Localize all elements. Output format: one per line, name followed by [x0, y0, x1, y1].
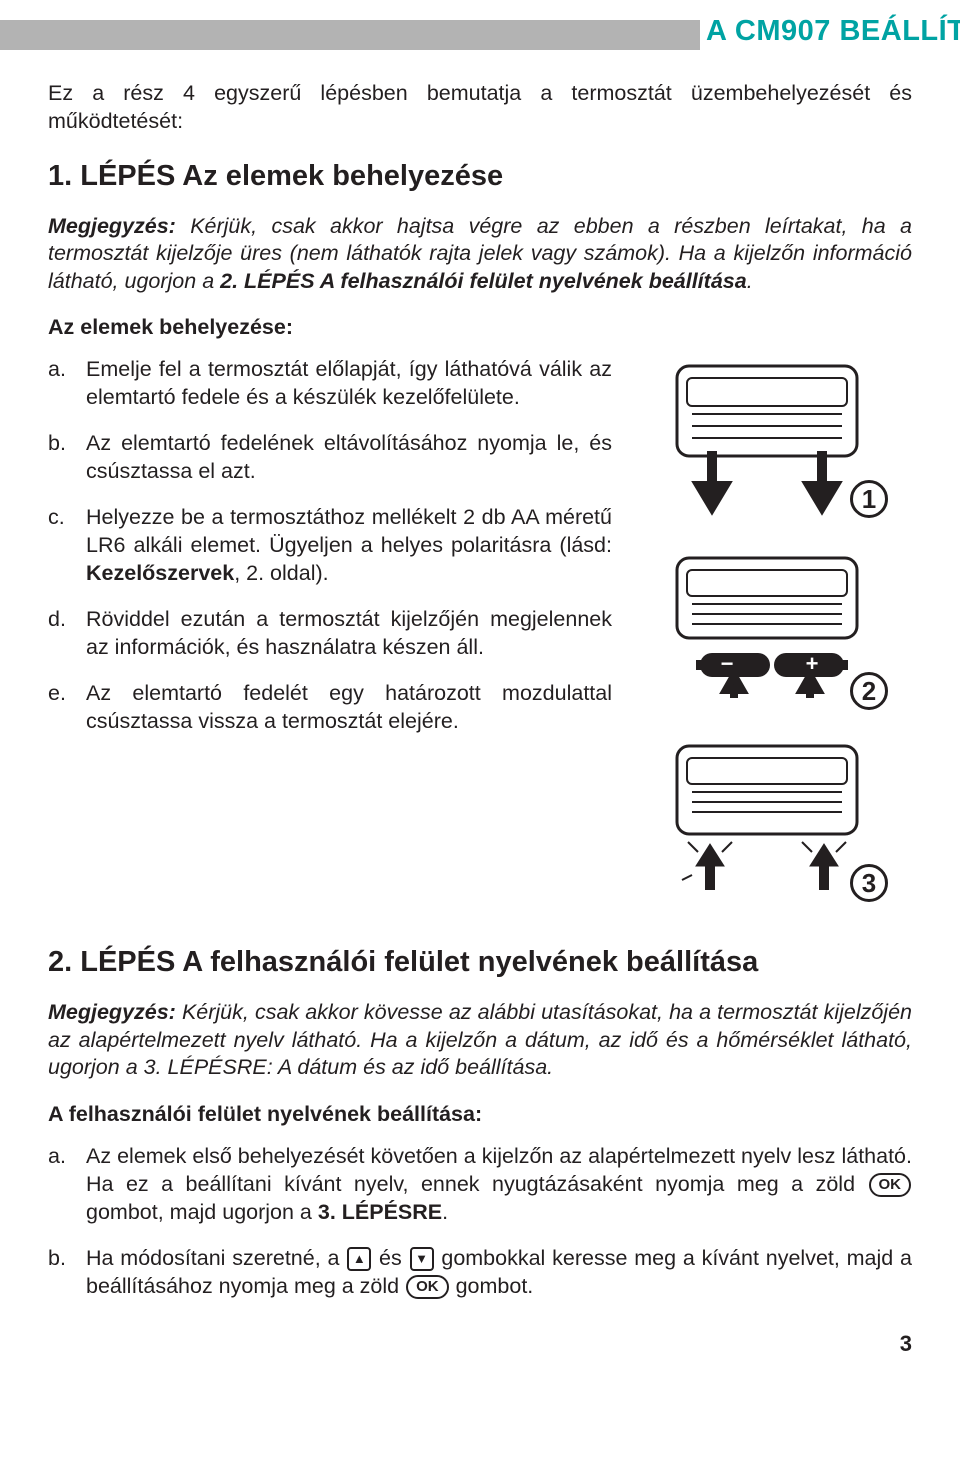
- section1-note: Megjegyzés: Kérjük, csak akkor hajtsa vé…: [48, 213, 912, 296]
- down-triangle-icon: ▼: [410, 1247, 434, 1271]
- item-text: Az elemtartó fedelét egy határozott mozd…: [86, 680, 612, 736]
- list-item: e. Az elemtartó fedelét egy határozott m…: [48, 680, 612, 736]
- section1-subheading: Az elemek behelyezése:: [48, 315, 912, 340]
- figure-step-3: 3: [652, 740, 882, 910]
- list-item: b. Az elemtartó fedelének eltávolításáho…: [48, 430, 612, 486]
- item-text: Helyezze be a termosztáthoz mellékelt 2 …: [86, 504, 612, 588]
- note-label: Megjegyzés:: [48, 214, 176, 238]
- item-text: Az elemek első behelyezését követően a k…: [86, 1143, 912, 1227]
- note-body: Kérjük, csak akkor kövesse az alábbi uta…: [48, 1000, 912, 1079]
- list-item: a. Emelje fel a termosztát előlapját, íg…: [48, 356, 612, 412]
- item-marker: a.: [48, 356, 72, 412]
- figure-step-1: 1: [652, 356, 882, 526]
- note-bold-tail: 2. LÉPÉS A felhasználói felület nyelvéne…: [220, 269, 747, 293]
- header-gray-bar: A CM907 BEÁLLÍTÁSA: [0, 20, 700, 50]
- figure-step-2: − + 2: [652, 548, 882, 718]
- list-item: a. Az elemek első behelyezését követően …: [48, 1143, 912, 1227]
- item-marker: a.: [48, 1143, 72, 1227]
- item-marker: c.: [48, 504, 72, 588]
- step-badge-3: 3: [850, 864, 888, 902]
- section2-subheading: A felhasználói felület nyelvének beállít…: [48, 1102, 912, 1127]
- page-number: 3: [48, 1331, 912, 1357]
- section2-note: Megjegyzés: Kérjük, csak akkor kövesse a…: [48, 999, 912, 1082]
- item-text: Ha módosítani szeretné, a ▲ és ▼ gombokk…: [86, 1245, 912, 1301]
- ok-button-icon: OK: [869, 1173, 912, 1197]
- section1-title: 1. LÉPÉS Az elemek behelyezése: [48, 160, 912, 193]
- intro-text: Ez a rész 4 egyszerű lépésben bemutatja …: [48, 80, 912, 136]
- item-marker: d.: [48, 606, 72, 662]
- item-marker: b.: [48, 1245, 72, 1301]
- list-item: b. Ha módosítani szeretné, a ▲ és ▼ gomb…: [48, 1245, 912, 1301]
- page-header-title: A CM907 BEÁLLÍTÁSA: [700, 15, 960, 48]
- item-text: Röviddel ezután a termosztát kijelzőjén …: [86, 606, 612, 662]
- note-period: .: [747, 269, 753, 293]
- step-badge-1: 1: [850, 480, 888, 518]
- list-item: d. Röviddel ezután a termosztát kijelzőj…: [48, 606, 612, 662]
- svg-text:−: −: [721, 651, 734, 676]
- item-text: Az elemtartó fedelének eltávolításához n…: [86, 430, 612, 486]
- step-badge-2: 2: [850, 672, 888, 710]
- note-label: Megjegyzés:: [48, 1000, 176, 1024]
- ok-button-icon: OK: [406, 1275, 449, 1299]
- item-text: Emelje fel a termosztát előlapját, így l…: [86, 356, 612, 412]
- list-item: c. Helyezze be a termosztáthoz mellékelt…: [48, 504, 612, 588]
- item-marker: e.: [48, 680, 72, 736]
- section2-title: 2. LÉPÉS A felhasználói felület nyelvéne…: [48, 946, 912, 979]
- up-triangle-icon: ▲: [347, 1247, 371, 1271]
- item-marker: b.: [48, 430, 72, 486]
